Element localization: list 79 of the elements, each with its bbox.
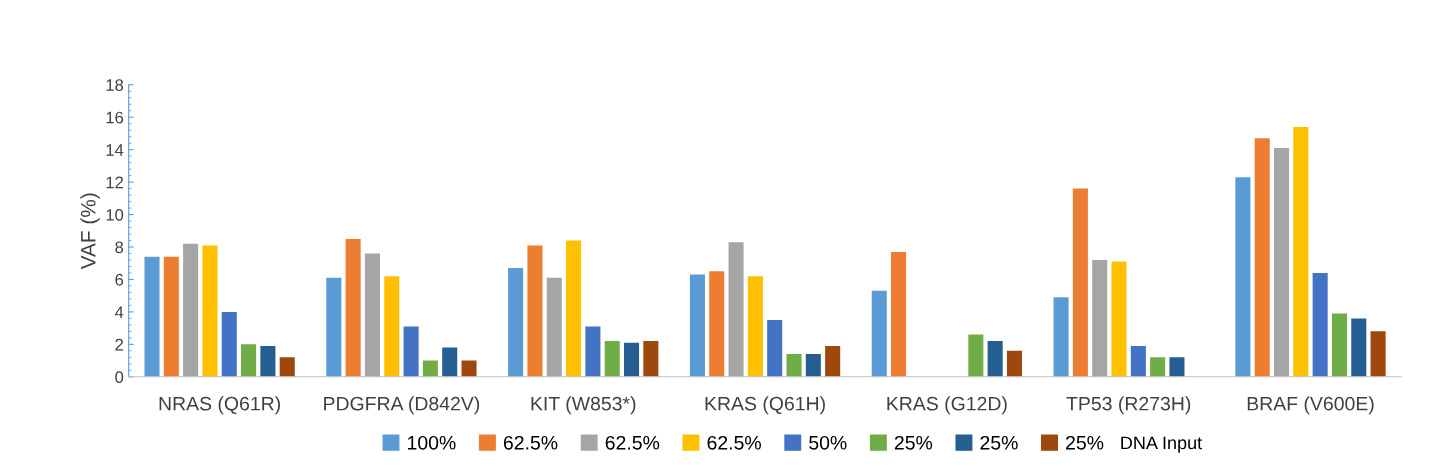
bar	[1370, 331, 1386, 377]
x-tick-label: KRAS (G12D)	[887, 396, 1007, 415]
bar	[1351, 318, 1367, 377]
bar	[422, 360, 438, 377]
bar	[643, 341, 659, 377]
bar	[1169, 357, 1185, 377]
y-tick-label: 12	[106, 176, 123, 189]
bar	[566, 240, 582, 377]
bar	[326, 277, 342, 377]
bar	[786, 354, 802, 377]
x-tick-label: NRAS (Q61R)	[159, 396, 280, 415]
x-tick-label: KIT (W853*)	[531, 396, 636, 415]
bar	[709, 271, 725, 377]
bar	[183, 243, 199, 377]
x-tick-label: KRAS (Q61H)	[705, 396, 825, 415]
y-tick-label: 6	[115, 273, 124, 286]
bar	[442, 347, 458, 377]
legend-title: DNA Input	[1121, 436, 1203, 453]
bar	[384, 276, 400, 377]
bar	[585, 326, 601, 377]
legend-label: 50%	[809, 435, 847, 450]
y-tick-label: 2	[115, 338, 123, 351]
legend-label: 62.5%	[503, 435, 558, 450]
bar	[1092, 259, 1108, 377]
bar	[364, 253, 380, 377]
bar	[1273, 148, 1290, 377]
bar	[871, 290, 887, 377]
bar	[968, 334, 984, 377]
y-tick-label: 4	[114, 306, 124, 318]
legend-label: 100%	[408, 435, 456, 450]
y-tick-label: 10	[106, 208, 124, 221]
bar	[241, 344, 257, 377]
bar	[1150, 357, 1166, 377]
bar	[1235, 177, 1251, 377]
bar	[1072, 188, 1088, 377]
legend-label: 62.5%	[707, 435, 761, 450]
bar	[163, 256, 179, 377]
bar	[508, 268, 524, 377]
bar	[461, 360, 477, 377]
bar	[1254, 138, 1270, 377]
bar	[202, 245, 218, 377]
y-tick-label: 16	[106, 111, 124, 124]
legend-label: 25%	[980, 435, 1018, 450]
bar	[144, 256, 160, 377]
bar	[527, 245, 543, 377]
bar	[1053, 297, 1069, 377]
bar	[825, 345, 841, 377]
bar	[1130, 345, 1146, 377]
bar	[624, 342, 640, 377]
y-axis-title: VAF (%)	[80, 193, 100, 270]
y-tick-label: 14	[106, 144, 124, 156]
bar	[891, 251, 907, 377]
y-tick-label: 8	[115, 241, 124, 254]
bar	[1006, 350, 1023, 377]
bar	[546, 277, 562, 377]
bar	[689, 274, 705, 377]
y-tick-label: 18	[106, 79, 124, 91]
bar	[1293, 126, 1309, 377]
bar	[403, 326, 419, 377]
bar	[345, 238, 361, 377]
bar	[1331, 313, 1347, 377]
bar	[767, 320, 783, 377]
bar	[260, 345, 276, 377]
bar	[747, 276, 763, 377]
bar	[279, 357, 295, 377]
bar	[221, 311, 237, 377]
bar	[1312, 272, 1328, 377]
x-tick-label: BRAF (V600E)	[1247, 396, 1374, 415]
bar	[987, 341, 1003, 377]
legend-label: 25%	[1066, 435, 1104, 450]
y-tick-label: 0	[115, 371, 124, 383]
bar	[604, 341, 620, 377]
x-tick-label: TP53 (R273H)	[1066, 396, 1191, 415]
legend-label: 25%	[894, 435, 933, 450]
x-tick-label: PDGFRA (D842V)	[324, 396, 480, 415]
bar	[805, 354, 821, 377]
legend-label: 62.5%	[605, 435, 660, 450]
bar	[1111, 261, 1127, 377]
bar	[728, 242, 744, 377]
